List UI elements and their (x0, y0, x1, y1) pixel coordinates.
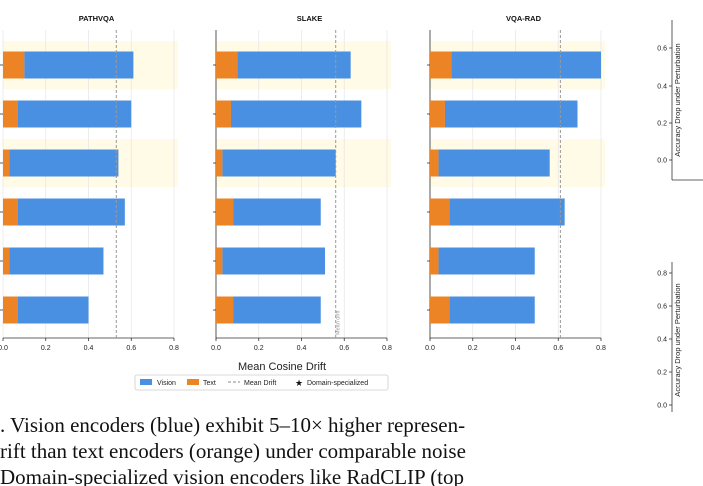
legend-vision-swatch (140, 379, 152, 385)
bar-text (216, 51, 238, 79)
bar-vision (9, 247, 104, 275)
bar-vision (17, 100, 132, 128)
x-tick-label: 0.2 (254, 345, 264, 352)
bar-text (3, 149, 10, 177)
bar-text (216, 198, 234, 226)
bar-text (216, 100, 231, 128)
panel-vqa-rad: 0.0 0.2 0.4 0.6 0.8 VQA-RAD (425, 14, 606, 352)
right-top-y-axis-label: Accuracy Drop under Perturbation (673, 43, 682, 156)
x-tick-label: 0.0 (211, 345, 221, 352)
bar-text (3, 296, 18, 324)
bar-text (3, 247, 10, 275)
bar-text (3, 51, 25, 79)
bar-text (3, 100, 18, 128)
x-tick-label: 0.0 (425, 345, 435, 352)
x-tick-label: 0.8 (169, 345, 179, 352)
bar-vision (17, 296, 89, 324)
legend-vision-label: Vision (157, 380, 176, 387)
legend-domain-label: Domain-specialized (307, 380, 368, 387)
legend: Vision Text Mean Drift ★ Domain-speciali… (134, 374, 389, 391)
x-tick-label: 0.6 (126, 345, 136, 352)
bar-text (430, 51, 452, 79)
caption-line-3: Domain-specialized vision encoders like … (0, 465, 465, 486)
bar-text (430, 247, 439, 275)
y-tick-label: 0.8 (657, 271, 667, 278)
legend-text-label: Text (203, 380, 216, 387)
panel-title: VQA-RAD (506, 14, 542, 23)
caption-line-1: . Vision encoders (blue) exhibit 5–10× h… (0, 413, 466, 437)
bar-vision (9, 149, 119, 177)
bar-vision (237, 51, 351, 79)
x-tick-label: 0.8 (596, 345, 606, 352)
bar-vision (444, 100, 578, 128)
bar-text (430, 296, 450, 324)
y-tick-label: 0.2 (657, 370, 667, 377)
x-tick-label: 0.2 (468, 345, 478, 352)
x-tick-label: 0.4 (84, 345, 94, 352)
y-tick-label: 0.0 (657, 158, 667, 165)
panel-title: SLAKE (297, 14, 322, 23)
bar-text (3, 198, 18, 226)
y-tick-label: 0.2 (657, 121, 667, 128)
x-tick-label: 0.2 (41, 345, 51, 352)
legend-mean-label: Mean Drift (244, 380, 276, 387)
x-tick-label: 0.4 (511, 345, 521, 352)
bar-vision (222, 247, 326, 275)
bar-text (430, 198, 450, 226)
y-tick-label: 0.4 (657, 84, 667, 91)
bar-text (216, 296, 234, 324)
panel-slake: Mean drift 0.0 0.2 0.4 0.6 0.8 SLAKE (211, 14, 392, 352)
bar-vision (233, 296, 321, 324)
bar-vision (451, 51, 601, 79)
bar-vision (438, 247, 535, 275)
shared-x-axis-label: Mean Cosine Drift (238, 361, 326, 373)
right-bottom-y-axis-label: Accuracy Drop under Perturbation (673, 283, 682, 396)
bar-vision (230, 100, 362, 128)
bar-text (216, 247, 223, 275)
bar-vision (438, 149, 550, 177)
x-tick-label: 0.4 (297, 345, 307, 352)
caption-line-2: rift than text encoders (orange) under c… (0, 439, 466, 463)
bar-text (430, 149, 439, 177)
x-tick-label: 0.8 (382, 345, 392, 352)
bar-vision (449, 198, 565, 226)
star-icon: ★ (295, 378, 303, 388)
bar-text (430, 100, 445, 128)
panel-title: PATHVQA (79, 14, 115, 23)
bar-vision (17, 198, 125, 226)
bar-vision (233, 198, 321, 226)
y-tick-label: 0.6 (657, 304, 667, 311)
legend-text-swatch (187, 379, 199, 385)
figure-caption: . Vision encoders (blue) exhibit 5–10× h… (0, 412, 703, 486)
bar-vision (449, 296, 535, 324)
x-tick-label: 0.6 (553, 345, 563, 352)
panel-pathvqa: 0.0 0.2 0.4 0.6 0.8 PATHVQA (0, 14, 179, 352)
y-tick-label: 0.6 (657, 46, 667, 53)
x-tick-label: 0.0 (0, 345, 8, 352)
mean-drift-label: Mean drift (336, 310, 342, 335)
y-tick-label: 0.4 (657, 337, 667, 344)
bar-vision (222, 149, 336, 177)
bar-text (216, 149, 223, 177)
x-tick-label: 0.6 (339, 345, 349, 352)
bar-vision (24, 51, 134, 79)
y-tick-label: 0.0 (657, 403, 667, 410)
